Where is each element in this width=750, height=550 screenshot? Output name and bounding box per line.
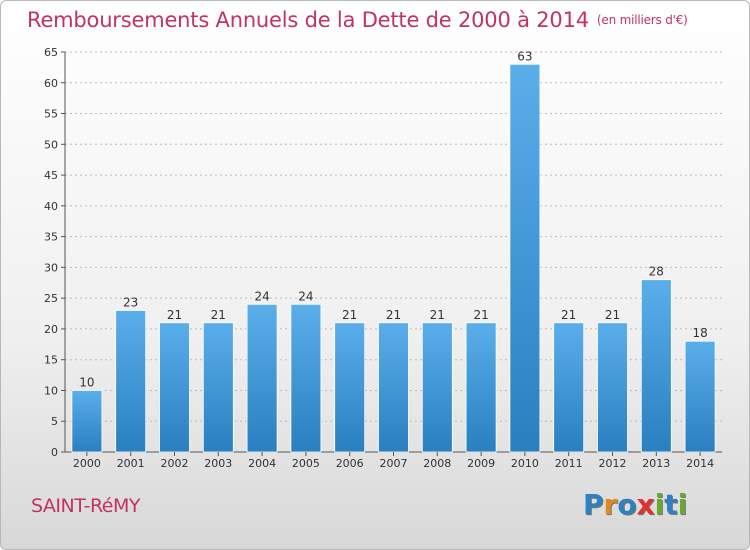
y-tick-label: 55 xyxy=(44,108,58,121)
x-tick-label: 2002 xyxy=(161,457,189,470)
bar xyxy=(640,279,672,453)
x-tick-label: 2000 xyxy=(73,457,101,470)
bar xyxy=(159,322,190,453)
commune-name: SAINT-RéMY xyxy=(31,495,140,517)
bar-value-label: 23 xyxy=(123,295,138,309)
bar xyxy=(553,322,585,453)
y-tick-label: 20 xyxy=(44,323,58,336)
y-tick-label: 15 xyxy=(44,354,58,367)
bar xyxy=(684,340,716,453)
y-tick-label: 60 xyxy=(44,77,58,90)
x-tick-label: 2008 xyxy=(423,457,451,470)
bar xyxy=(378,322,409,453)
bar-value-label: 28 xyxy=(649,265,664,279)
logo-letter: i xyxy=(654,488,665,521)
bar-value-label: 21 xyxy=(561,308,576,322)
x-tick-label: 2011 xyxy=(555,457,583,470)
bar-value-label: 21 xyxy=(473,308,488,322)
x-tick-label: 2014 xyxy=(686,457,714,470)
bar xyxy=(290,303,322,453)
x-tick-label: 2007 xyxy=(380,457,408,470)
x-tick-label: 2006 xyxy=(336,457,364,470)
bar-value-label: 24 xyxy=(298,289,313,303)
y-tick-label: 65 xyxy=(44,46,58,59)
bar-value-label: 21 xyxy=(167,308,182,322)
bar-value-label: 21 xyxy=(386,308,401,322)
chart-title-text: Remboursements Annuels de la Dette de 20… xyxy=(27,8,589,32)
bar xyxy=(597,322,628,453)
bar xyxy=(465,322,497,453)
bar-value-label: 63 xyxy=(517,49,532,63)
x-tick-label: 2001 xyxy=(117,457,145,470)
bar xyxy=(202,322,234,453)
x-tick-label: 2003 xyxy=(204,457,232,470)
bar-value-label: 10 xyxy=(79,375,94,389)
bar xyxy=(334,322,366,453)
bar-value-label: 21 xyxy=(430,308,445,322)
chart-unit: (en milliers d'€) xyxy=(596,13,688,27)
x-tick-label: 2004 xyxy=(248,457,276,470)
logo-letter: t xyxy=(664,488,678,521)
proxiti-logo: Proxiti xyxy=(583,488,687,521)
bar xyxy=(421,322,453,453)
bar-value-label: 21 xyxy=(605,308,620,322)
bar xyxy=(246,303,278,453)
y-tick-label: 0 xyxy=(51,446,58,459)
x-tick-label: 2009 xyxy=(467,457,495,470)
bar-value-label: 21 xyxy=(342,308,357,322)
y-tick-label: 40 xyxy=(44,200,58,213)
x-tick-label: 2013 xyxy=(642,457,670,470)
bar-value-label: 21 xyxy=(211,308,226,322)
bar-value-label: 18 xyxy=(692,326,707,340)
y-tick-label: 25 xyxy=(44,292,58,305)
y-tick-label: 10 xyxy=(44,384,58,397)
y-tick-label: 50 xyxy=(44,138,58,151)
chart-title: Remboursements Annuels de la Dette de 20… xyxy=(27,8,688,32)
bar-value-label: 24 xyxy=(254,289,269,303)
x-tick-label: 2005 xyxy=(292,457,320,470)
bar xyxy=(115,310,147,453)
logo-letter: P xyxy=(583,488,604,521)
logo-letter: i xyxy=(677,488,688,521)
logo-letter: r xyxy=(603,488,618,521)
logo-letter: x xyxy=(636,488,655,521)
y-tick-label: 35 xyxy=(44,231,58,244)
bar xyxy=(71,390,103,453)
bar xyxy=(509,63,541,453)
logo-letter: o xyxy=(617,488,637,521)
y-tick-label: 5 xyxy=(51,415,58,428)
x-tick-label: 2010 xyxy=(511,457,539,470)
y-tick-label: 45 xyxy=(44,169,58,182)
y-tick-label: 30 xyxy=(44,261,58,274)
x-tick-label: 2012 xyxy=(599,457,627,470)
